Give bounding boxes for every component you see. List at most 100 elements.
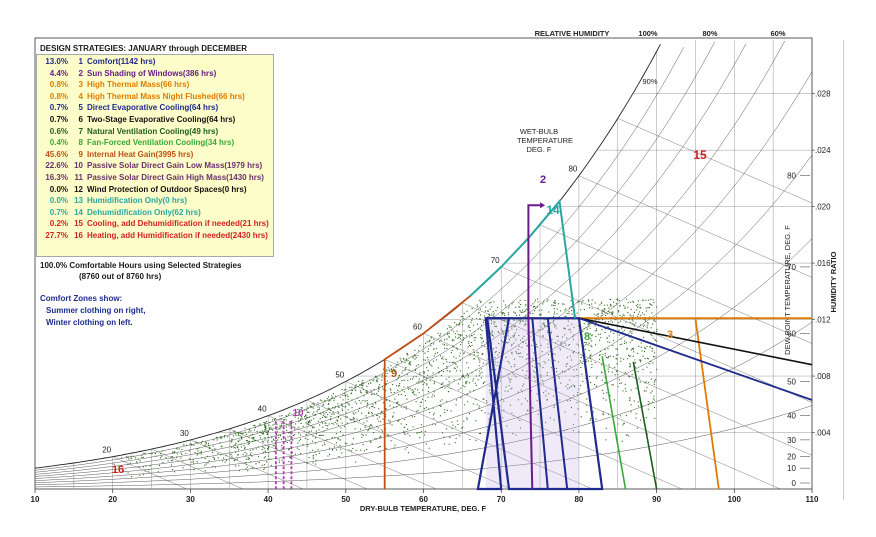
hour-point [591,334,593,336]
hour-point [237,434,239,436]
hour-point [595,335,597,337]
hour-point [601,372,603,374]
hour-point [460,387,462,389]
hour-point [648,363,650,365]
strategy-item[interactable]: 22.6% 10 Passive Solar Direct Gain Low Mas… [37,160,273,172]
strategy-item[interactable]: 0.8% 3 High Thermal Mass(66 hrs) [37,79,273,91]
strategy-item[interactable]: 13.0% 1 Comfort(1142 hrs) [37,56,273,68]
hour-point [205,441,207,443]
hour-point [487,413,489,415]
strategy-percent: 27.7% [45,230,68,240]
strategy-item[interactable]: 4.4% 2 Sun Shading of Windows(386 hrs) [37,68,273,80]
hour-point [524,309,526,311]
hour-point [263,457,265,459]
hour-point [260,424,262,426]
strategy-item[interactable]: 16.3% 11 Passive Solar Direct Gain High Ma… [37,172,273,184]
hour-point [533,352,535,354]
relative-humidity-curve [35,405,813,488]
hour-point [128,458,130,460]
hour-point [613,356,615,358]
hour-point [130,455,132,457]
hour-point [478,365,480,367]
hour-point [429,363,431,365]
strategy-item[interactable]: 0.0% 13 Humidification Only(0 hrs) [37,195,273,207]
hour-point [222,460,224,462]
sun-shading-boundary [527,204,540,490]
hour-point [404,361,406,363]
right-scrollbar[interactable] [843,40,851,500]
hour-point [286,441,288,443]
hour-point [524,398,526,400]
strategy-item[interactable]: 0.2% 15 Cooling, add Dehumidification if n… [37,218,273,230]
hour-point [315,430,317,432]
hour-point [223,457,225,459]
hour-point [318,429,320,431]
hour-point [264,422,266,424]
hour-point [526,345,528,347]
strategy-item[interactable]: 0.7% 6 Two-Stage Evaporative Cooling(64 hr… [37,114,273,126]
hour-point [525,315,527,317]
hour-point [576,343,578,345]
strategy-item[interactable]: 0.4% 8 Fan-Forced Ventilation Cooling(34 h… [37,137,273,149]
hour-point [578,352,580,354]
hour-point [373,379,375,381]
hour-point [355,384,357,386]
hour-point [481,353,483,355]
hour-point [224,435,226,437]
strategy-item[interactable]: 27.7% 16 Heating, add Humidification if ne… [37,230,273,242]
strategy-item[interactable]: 0.0% 12 Wind Protection of Outdoor Spaces(… [37,184,273,196]
hour-point [615,358,617,360]
hour-point [258,425,260,427]
strategy-item[interactable]: 0.7% 14 Dehumidification Only(62 hrs) [37,207,273,219]
hour-point [338,438,340,440]
hour-point [651,304,653,306]
hour-point [354,388,356,390]
hour-point [347,409,349,411]
hour-point [446,328,448,330]
hour-point [531,331,533,333]
strategy-item[interactable]: 0.7% 5 Direct Evaporative Cooling(64 hrs) [37,102,273,114]
hour-point [613,399,615,401]
strategy-item[interactable]: 0.6% 7 Natural Ventilation Cooling(49 hrs) [37,126,273,138]
hour-point [426,367,428,369]
hour-point [311,419,313,421]
hour-point [307,411,309,413]
hour-point [566,356,568,358]
hour-point [580,416,582,418]
hour-point [332,393,334,395]
hour-point [469,336,471,338]
hour-point [285,419,287,421]
hour-point [376,438,378,440]
hour-point [632,347,634,349]
hour-point [268,446,270,448]
hour-point [591,340,593,342]
hour-point [234,447,236,449]
hour-point [608,311,610,313]
hour-point [591,364,593,366]
hour-point [646,386,648,388]
hour-point [255,448,257,450]
hour-point [442,432,444,434]
hour-point [455,404,457,406]
strategy-item[interactable]: 0.8% 4 High Thermal Mass Night Flushed(66 … [37,91,273,103]
hour-point [454,367,456,369]
hour-point [390,365,392,367]
hour-point [266,433,268,435]
hour-point [557,335,559,337]
hour-point [490,320,492,322]
hour-point [419,432,421,434]
hour-point [141,454,143,456]
strategy-item[interactable]: 45.6% 9 Internal Heat Gain(3995 hrs) [37,149,273,161]
hour-point [585,334,587,336]
hour-point [455,364,457,366]
hour-point [497,306,499,308]
hour-point [476,403,478,405]
hour-point [307,407,309,409]
hour-point [570,331,572,333]
hour-point [475,375,477,377]
hour-point [602,389,604,391]
hour-point [390,389,392,391]
hour-point [143,452,145,454]
hour-point [279,418,281,420]
hour-point [502,320,504,322]
